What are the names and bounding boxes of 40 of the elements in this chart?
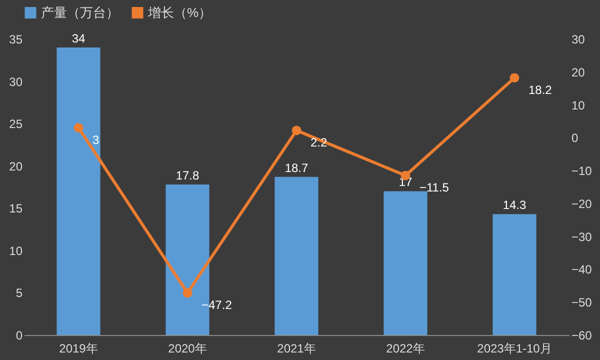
- y-tick-label: 30: [9, 74, 23, 89]
- data-label: 34: [72, 31, 86, 46]
- data-label: 3: [92, 132, 100, 147]
- bar: [274, 176, 318, 335]
- data-label: 18.7: [284, 160, 308, 175]
- point: [292, 126, 302, 136]
- y2-tick-label: −50: [572, 296, 592, 310]
- bar: [492, 214, 536, 335]
- legend-label: 增长（%）: [147, 4, 212, 20]
- point: [74, 123, 84, 133]
- y-tick-label: 15: [9, 202, 23, 216]
- data-label: 18.2: [528, 82, 552, 97]
- y2-tick-label: 0: [572, 131, 578, 146]
- data-label: 17.8: [176, 168, 200, 182]
- y2-tick-label: 30: [572, 32, 586, 46]
- y2-tick-label: −10: [572, 164, 592, 178]
- point: [510, 73, 520, 83]
- y-tick-label: 35: [9, 32, 23, 46]
- y-tick-label: 10: [9, 244, 23, 258]
- y2-tick-label: −60: [572, 328, 592, 342]
- y2-tick-label: 10: [572, 98, 586, 112]
- legend-label: 产量（万台）: [41, 4, 119, 20]
- data-label: −11.5: [420, 180, 450, 194]
- x-tick-label: 2023年1-10月: [477, 342, 552, 356]
- y-tick-label: 25: [9, 117, 23, 132]
- point: [182, 288, 192, 298]
- data-label: 14.3: [502, 198, 526, 212]
- y2-tick-label: 20: [572, 65, 586, 80]
- y2-tick-label: −30: [572, 230, 592, 244]
- x-tick-label: 2019年: [59, 342, 98, 356]
- y-tick-label: 20: [9, 159, 23, 174]
- bar: [384, 191, 428, 335]
- x-tick-label: 2022年: [386, 342, 425, 356]
- y-tick-label: 0: [16, 328, 23, 342]
- x-tick-label: 2021年: [277, 342, 316, 356]
- bar: [56, 47, 100, 335]
- y-tick-label: 5: [16, 286, 23, 300]
- x-tick-label: 2020年: [168, 342, 207, 356]
- y2-tick-label: −40: [572, 262, 592, 277]
- y2-tick-label: −20: [572, 196, 592, 211]
